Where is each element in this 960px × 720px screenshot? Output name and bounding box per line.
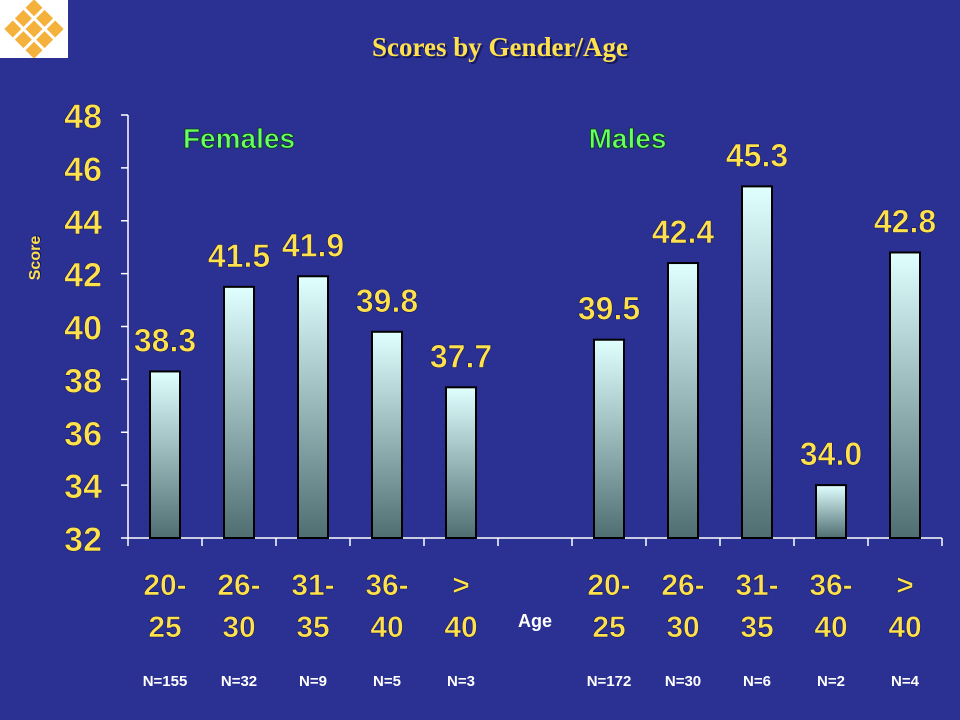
bar [223, 285, 255, 539]
bar [593, 338, 625, 539]
data-label: 45.3 [726, 137, 788, 173]
data-label: 38.3 [134, 322, 196, 358]
bar [445, 386, 477, 539]
bar [741, 185, 773, 539]
x-tick-label: 20-25 [587, 569, 630, 644]
x-tick-label: 31-35 [291, 569, 334, 644]
logo [0, 0, 68, 59]
data-label: 34.0 [800, 436, 862, 472]
bar [371, 330, 403, 539]
bar [149, 370, 181, 539]
x-tick-label: 36-40 [365, 569, 408, 644]
y-tick-label: 32 [64, 521, 102, 559]
sample-size-label: N=4 [891, 673, 919, 690]
sample-size-label: N=6 [743, 673, 771, 690]
sample-size-label: N=30 [664, 673, 702, 690]
data-label: 39.8 [356, 283, 418, 319]
bar [815, 484, 847, 539]
x-tick-label: >40 [444, 569, 477, 644]
sample-size-label: N=3 [447, 673, 475, 690]
data-label: 41.9 [282, 227, 344, 263]
bar [667, 262, 699, 539]
data-label: 41.5 [208, 238, 270, 274]
data-label: 42.4 [652, 214, 714, 250]
data-label: 37.7 [430, 338, 492, 374]
y-tick-label: 38 [64, 362, 102, 400]
y-tick-label: 36 [64, 415, 102, 453]
y-tick-label: 40 [64, 310, 102, 348]
x-tick-label: 31-35 [735, 569, 778, 644]
y-tick-label: 42 [64, 257, 102, 295]
sample-size-label: N=2 [817, 673, 845, 690]
x-tick-label: >40 [888, 569, 921, 644]
chart-title: Scores by Gender/Age [372, 32, 628, 62]
bar [889, 251, 921, 539]
y-tick-label: 48 [64, 98, 102, 136]
y-tick-label: 34 [64, 468, 102, 506]
sample-size-label: N=32 [220, 673, 258, 690]
x-tick-label: 36-40 [809, 569, 852, 644]
x-tick-label: 26-30 [661, 569, 704, 644]
y-tick-label: 46 [64, 151, 102, 189]
group-label: Females [183, 123, 295, 154]
group-label: Males [589, 123, 667, 154]
sample-size-label: N=9 [299, 673, 327, 690]
bar [297, 275, 329, 539]
y-tick-label: 44 [64, 204, 102, 242]
sample-size-label: N=5 [373, 673, 401, 690]
x-tick-label: 20-25 [143, 569, 186, 644]
x-axis-label: Age [518, 611, 552, 631]
data-label: 42.8 [874, 203, 936, 239]
data-label: 39.5 [578, 291, 640, 327]
diamond-lattice-logo-icon [4, 0, 64, 59]
sample-size-label: N=172 [586, 673, 632, 690]
x-tick-label: 26-30 [217, 569, 260, 644]
sample-size-label: N=155 [142, 673, 188, 690]
